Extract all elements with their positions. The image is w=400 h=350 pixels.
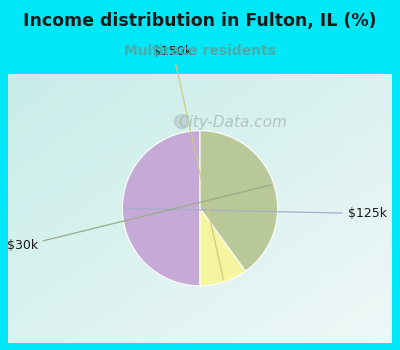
Text: $150k: $150k: [154, 46, 223, 279]
Wedge shape: [122, 131, 200, 286]
Wedge shape: [200, 208, 246, 286]
Text: Multirace residents: Multirace residents: [124, 44, 276, 58]
Text: Income distribution in Fulton, IL (%): Income distribution in Fulton, IL (%): [23, 12, 377, 30]
Wedge shape: [200, 131, 278, 271]
Text: $30k: $30k: [6, 185, 271, 252]
Text: City-Data.com: City-Data.com: [178, 114, 287, 130]
Text: $125k: $125k: [125, 207, 386, 220]
